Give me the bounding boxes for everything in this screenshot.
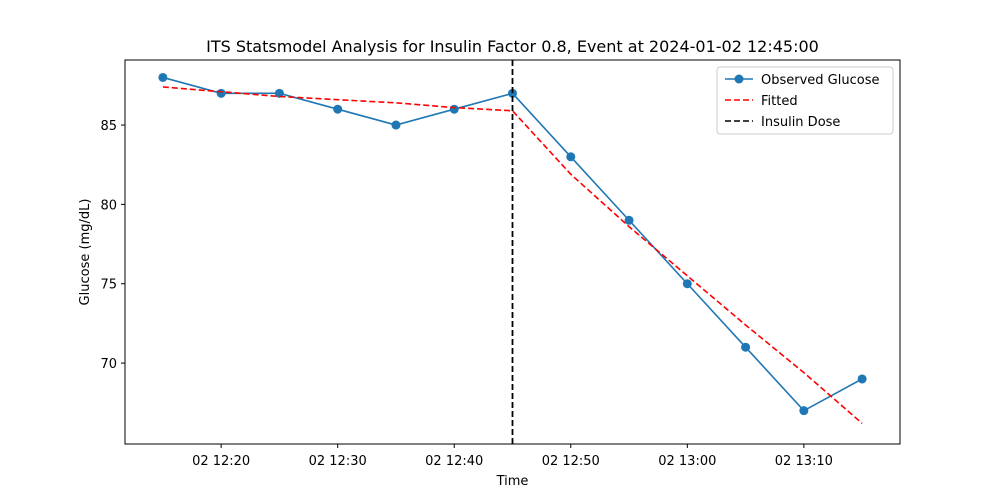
x-tick-label: 02 12:20 — [192, 454, 250, 469]
y-tick-label: 80 — [100, 198, 117, 213]
x-tick-label: 02 13:00 — [658, 454, 716, 469]
y-tick-label: 75 — [100, 278, 117, 293]
observed-glucose-point — [799, 406, 809, 416]
observed-glucose-point — [624, 215, 634, 225]
x-tick-label: 02 12:50 — [542, 454, 600, 469]
chart-title: ITS Statsmodel Analysis for Insulin Fact… — [206, 37, 819, 56]
observed-glucose-point — [333, 104, 343, 114]
x-tick-label: 02 12:40 — [425, 454, 483, 469]
observed-glucose-point — [741, 342, 751, 352]
observed-glucose-point — [216, 88, 226, 98]
plot-frame — [124, 59, 901, 445]
observed-glucose-point — [682, 279, 692, 289]
legend-label: Fitted — [761, 94, 798, 109]
observed-glucose-point — [391, 120, 401, 130]
x-tick-label: 02 13:10 — [775, 454, 833, 469]
observed-glucose-point — [158, 72, 168, 82]
y-tick-label: 85 — [100, 119, 117, 134]
legend-box — [716, 66, 894, 135]
legend: Observed Glucose Fitted Insulin Dose — [716, 66, 894, 135]
observed-glucose-point — [566, 152, 576, 162]
observed-glucose-point — [508, 88, 517, 98]
legend-label: Observed Glucose — [761, 73, 879, 88]
x-axis-label: Time — [496, 474, 529, 489]
observed-glucose-point — [857, 374, 867, 384]
observed-glucose-point — [274, 88, 284, 98]
legend-label: Insulin Dose — [761, 115, 840, 130]
x-tick-label: 02 12:30 — [309, 454, 367, 469]
y-axis-label: Glucose (mg/dL) — [78, 199, 93, 306]
series-line-fitted — [162, 86, 863, 424]
legend-marker — [734, 74, 744, 84]
y-tick-label: 70 — [100, 357, 117, 372]
observed-glucose-point — [449, 104, 459, 114]
